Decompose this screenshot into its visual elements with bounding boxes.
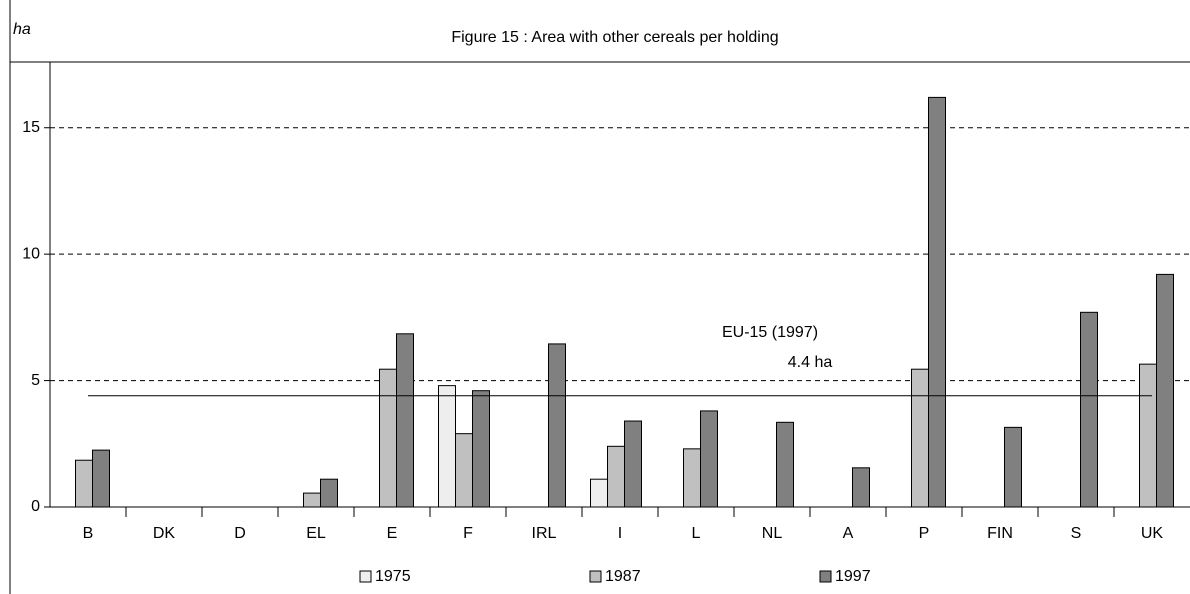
legend-swatch <box>359 570 372 583</box>
legend-label: 1975 <box>375 568 411 585</box>
bar <box>776 421 794 508</box>
y-axis-label: ha <box>13 21 31 38</box>
chart-title: Figure 15 : Area with other cereals per … <box>451 29 778 46</box>
bar <box>590 478 608 508</box>
x-tick-label: FIN <box>987 525 1013 542</box>
bar <box>320 478 338 508</box>
bar <box>548 343 566 508</box>
bar <box>911 368 929 508</box>
x-tick-label: DK <box>153 525 176 542</box>
x-tick-label: F <box>463 525 473 542</box>
x-tick-label: B <box>83 525 94 542</box>
y-tick-label: 5 <box>31 372 40 389</box>
x-tick-label: I <box>618 525 622 542</box>
bar <box>438 385 456 508</box>
x-tick-label: A <box>843 525 854 542</box>
bar <box>472 390 490 508</box>
x-tick-label: IRL <box>532 525 557 542</box>
y-tick-label: 10 <box>22 245 40 262</box>
bar <box>75 459 93 508</box>
x-tick-label: EL <box>306 525 326 542</box>
x-tick-label: E <box>387 525 398 542</box>
bar <box>624 420 642 508</box>
bar <box>700 410 718 508</box>
bar <box>1004 426 1022 508</box>
x-tick-label: S <box>1071 525 1082 542</box>
legend-label: 1997 <box>835 568 871 585</box>
x-tick-label: D <box>234 525 246 542</box>
bar <box>607 445 625 508</box>
bar <box>1156 273 1174 508</box>
bar <box>683 448 701 508</box>
bar <box>928 96 946 508</box>
legend-label: 1987 <box>605 568 641 585</box>
x-tick-label: UK <box>1141 525 1164 542</box>
x-tick-label: L <box>692 525 701 542</box>
bar <box>455 433 473 508</box>
reference-label: 4.4 ha <box>788 354 833 371</box>
bar <box>1139 363 1157 508</box>
x-tick-label: P <box>919 525 930 542</box>
bar <box>852 467 870 508</box>
y-tick-label: 15 <box>22 119 40 136</box>
x-tick-label: NL <box>762 525 783 542</box>
bar <box>396 333 414 508</box>
reference-label: EU-15 (1997) <box>722 324 818 341</box>
y-tick-label: 0 <box>31 498 40 515</box>
legend-swatch <box>589 570 602 583</box>
legend-swatch <box>819 570 832 583</box>
bar <box>1080 311 1098 508</box>
bar <box>92 449 110 508</box>
bar <box>303 492 321 508</box>
bar <box>379 368 397 508</box>
